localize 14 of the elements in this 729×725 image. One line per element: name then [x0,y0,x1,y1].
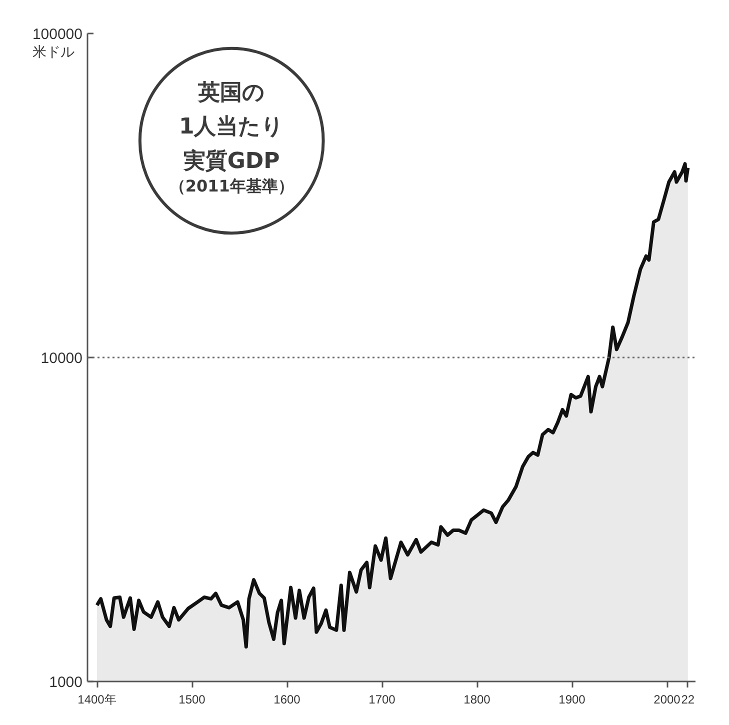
text: 英国の1人当たり実質GDP [178,80,284,174]
x-tick-label: 1400年 [78,692,116,706]
x-tick-label: 2000 [654,692,681,706]
y-axis-title: 米ドル [32,44,74,60]
x-tick-label: 22 [681,692,695,706]
y-tick-label: 100000 [32,26,83,43]
text: （2011年基準） [169,176,294,196]
x-tick-label: 1500 [178,692,206,706]
y-tick-label: 1000 [49,674,83,691]
x-tick-label: 1800 [464,692,491,706]
x-tick-label: 1900 [558,692,586,706]
y-tick-label: 10000 [40,350,83,367]
x-tick-label: 1700 [368,692,396,706]
x-tick-label: 1600 [274,692,301,706]
